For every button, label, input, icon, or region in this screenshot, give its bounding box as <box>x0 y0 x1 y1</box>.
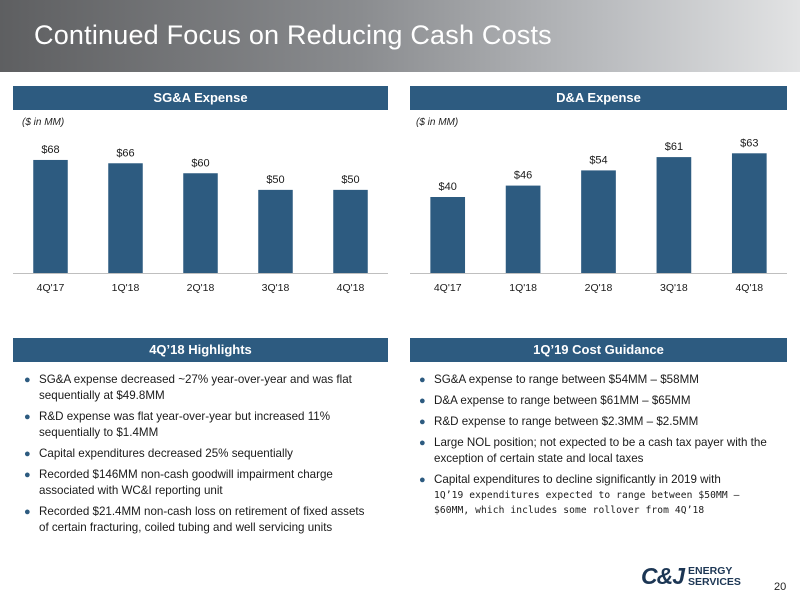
bullet-icon: ● <box>419 374 426 386</box>
chart-bar <box>505 185 541 273</box>
chart-tick-label: 1Q'18 <box>509 282 537 294</box>
guidance-text: Large NOL position; not expected to be a… <box>434 436 767 465</box>
bullet-icon: ● <box>419 416 426 428</box>
chart-tick-label: 3Q'18 <box>262 282 290 294</box>
logo-line1: ENERGY <box>688 564 733 577</box>
page-number: 20 <box>774 581 787 593</box>
chart-bar <box>33 159 68 273</box>
highlight-item: ● Recorded $146MM non-cash goodwill impai… <box>24 467 376 499</box>
chart-data-label: $54 <box>589 154 607 166</box>
guidance-text: D&A expense to range between $61MM – $65… <box>434 394 691 407</box>
chart-bar <box>108 163 143 273</box>
sga-header: SG&A Expense <box>13 86 388 110</box>
chart-data-label: $50 <box>266 174 284 186</box>
guidance-text: Capital expenditures to decline signific… <box>434 473 721 486</box>
da-chart: $40 4Q'17 $46 1Q'18 $54 2Q'18 $61 3Q'18 $63 4Q'18 <box>410 130 787 300</box>
guidance-item: ● Capital expenditures to decline signifi… <box>419 472 774 518</box>
chart-data-label: $61 <box>665 141 683 153</box>
chart-tick-label: 2Q'18 <box>187 282 215 294</box>
chart-bar <box>656 157 692 273</box>
chart-tick-label: 1Q'18 <box>112 282 140 294</box>
title-band <box>0 0 800 72</box>
guidance-item: ● Large NOL position; not expected to be … <box>419 435 774 467</box>
guidance-list: ● SG&A expense to range between $54MM – $… <box>419 372 774 523</box>
highlight-item: ● SG&A expense decreased ~27% year-over-y… <box>24 372 376 404</box>
bullet-icon: ● <box>24 506 31 518</box>
chart-tick-label: 2Q'18 <box>585 282 613 294</box>
highlight-text: Capital expenditures decreased 25% seque… <box>39 447 293 460</box>
chart-tick-label: 4Q'18 <box>337 282 365 294</box>
logo-wordmark: ENERGY SERVICES <box>688 564 741 588</box>
guidance-subtext: 1Q’19 expenditures expected to range bet… <box>434 490 740 516</box>
da-unit-label: ($ in MM) <box>416 117 459 128</box>
highlight-item: ● Recorded $21.4MM non-cash loss on retir… <box>24 504 376 536</box>
highlight-text: SG&A expense decreased ~27% year-over-ye… <box>39 373 352 402</box>
company-logo: C&J ENERGY SERVICES <box>641 563 741 590</box>
highlights-list: ● SG&A expense decreased ~27% year-over-y… <box>24 372 376 541</box>
chart-bar <box>333 189 368 273</box>
bullet-icon: ● <box>419 437 426 449</box>
highlight-item: ● R&D expense was flat year-over-year but… <box>24 409 376 441</box>
chart-bar <box>430 197 466 273</box>
da-header: D&A Expense <box>410 86 787 110</box>
bullet-icon: ● <box>24 411 31 423</box>
sga-chart-svg: $68 4Q'17 $66 1Q'18 $60 2Q'18 $50 3Q'18 $50 4Q'18 <box>13 144 388 294</box>
chart-bar <box>183 173 218 273</box>
chart-data-label: $66 <box>116 147 134 159</box>
logo-line2: SERVICES <box>688 575 741 588</box>
chart-data-label: $46 <box>514 170 532 182</box>
bullet-icon: ● <box>24 448 31 460</box>
chart-data-label: $60 <box>191 157 209 169</box>
guidance-text: R&D expense to range between $2.3MM – $2… <box>434 415 699 428</box>
chart-tick-label: 3Q'18 <box>660 282 688 294</box>
bullet-icon: ● <box>24 469 31 481</box>
chart-data-label: $50 <box>341 174 359 186</box>
chart-bar <box>258 189 293 273</box>
sga-chart: $68 4Q'17 $66 1Q'18 $60 2Q'18 $50 3Q'18 $50 4Q'18 <box>13 130 388 300</box>
bullet-icon: ● <box>419 395 426 407</box>
highlights-header: 4Q’18 Highlights <box>13 338 388 362</box>
bullet-icon: ● <box>24 374 31 386</box>
highlight-text: Recorded $146MM non-cash goodwill impair… <box>39 468 333 497</box>
highlight-text: Recorded $21.4MM non-cash loss on retire… <box>39 505 365 534</box>
chart-data-label: $68 <box>41 144 59 156</box>
chart-tick-label: 4Q'17 <box>434 282 462 294</box>
guidance-text: SG&A expense to range between $54MM – $5… <box>434 373 699 386</box>
chart-bar <box>581 170 616 273</box>
chart-data-label: $40 <box>439 181 457 193</box>
guidance-item: ● D&A expense to range between $61MM – $6… <box>419 393 774 409</box>
chart-tick-label: 4Q'18 <box>735 282 763 294</box>
chart-data-label: $63 <box>740 137 758 149</box>
guidance-item: ● R&D expense to range between $2.3MM – $… <box>419 414 774 430</box>
guidance-item: ● SG&A expense to range between $54MM – $… <box>419 372 774 388</box>
da-chart-svg: $40 4Q'17 $46 1Q'18 $54 2Q'18 $61 3Q'18 $63 4Q'18 <box>410 137 787 294</box>
chart-tick-label: 4Q'17 <box>37 282 65 294</box>
highlight-item: ● Capital expenditures decreased 25% sequ… <box>24 446 376 462</box>
sga-unit-label: ($ in MM) <box>22 117 65 128</box>
logo-mark: C&J <box>641 563 685 589</box>
guidance-header: 1Q’19 Cost Guidance <box>410 338 787 362</box>
chart-bar <box>731 153 767 273</box>
slide-title: Continued Focus on Reducing Cash Costs <box>34 20 552 50</box>
bullet-icon: ● <box>419 474 426 486</box>
highlight-text: R&D expense was flat year-over-year but … <box>39 410 331 439</box>
